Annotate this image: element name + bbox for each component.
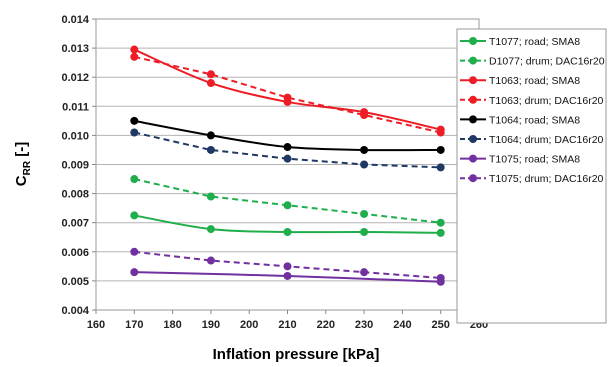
legend-marker (469, 174, 477, 183)
legend-marker (469, 115, 477, 124)
x-tick-label: 230 (355, 319, 373, 331)
x-tick-label: 220 (317, 319, 335, 331)
legend-label: T1064; road; SMA8 (489, 114, 580, 126)
data-point (206, 192, 215, 201)
data-point (360, 268, 369, 277)
data-point (130, 247, 139, 256)
series-2 (130, 175, 445, 227)
y-tick-label: 0.010 (61, 130, 89, 142)
series-5 (130, 116, 445, 154)
y-tick-label: 0.005 (61, 276, 89, 288)
legend-marker (469, 95, 477, 104)
data-point (436, 163, 445, 172)
data-point (130, 128, 139, 137)
series-line (134, 55, 441, 134)
data-point (206, 145, 215, 154)
legend-marker (469, 135, 477, 143)
y-axis-title: CRR [-] (13, 142, 33, 186)
series-4 (130, 52, 445, 137)
x-tick-label: 160 (87, 319, 105, 331)
data-point (360, 111, 369, 120)
legend-marker (469, 154, 477, 163)
data-point (360, 145, 369, 154)
x-tick-label: 180 (163, 319, 181, 331)
series-8 (130, 247, 445, 282)
legend-label: T1077; road; SMA8 (489, 36, 580, 48)
y-tick-label: 0.004 (61, 305, 89, 317)
series-lines (130, 45, 445, 286)
data-point (283, 154, 292, 163)
data-point (436, 145, 445, 154)
data-point (206, 225, 215, 234)
y-axis-ticks: 0.004 0.005 0.006 0.007 0.008 0.009 0.010 0.011… (61, 14, 96, 317)
x-axis-title: Inflation pressure [kPa] (213, 346, 380, 363)
legend-label: T1063; road; SMA8 (489, 75, 580, 87)
data-point (360, 209, 369, 218)
data-point (130, 52, 139, 61)
x-tick-label: 190 (202, 319, 220, 331)
data-point (436, 273, 445, 282)
y-tick-label: 0.006 (61, 247, 89, 259)
legend: T1077; road; SMA8 D1077; drum; DAC16r20 T1… (460, 36, 605, 185)
legend-label: T1075; road; SMA8 (489, 154, 580, 166)
legend-marker (469, 37, 477, 45)
legend-label: D1077; drum; DAC16r20 (489, 56, 605, 68)
data-point (130, 211, 139, 220)
data-point (283, 93, 292, 102)
legend-marker (469, 56, 477, 65)
x-tick-label: 170 (125, 319, 143, 331)
data-point (130, 45, 139, 54)
data-point (206, 70, 215, 79)
x-tick-label: 200 (240, 319, 258, 331)
data-point (130, 175, 139, 184)
data-point (130, 116, 139, 125)
data-point (360, 160, 369, 169)
legend-item: T1063; road; SMA8 (460, 75, 580, 87)
y-tick-label: 0.013 (61, 43, 89, 55)
legend-item: T1064; drum; DAC16r20 (460, 134, 604, 146)
series-1 (130, 211, 445, 237)
data-point (206, 131, 215, 140)
data-point (130, 268, 139, 277)
legend-item: T1075; road; SMA8 (460, 154, 580, 166)
data-point (283, 143, 292, 152)
legend-item: T1075; drum; DAC16r20 (460, 173, 604, 185)
x-tick-label: 210 (278, 319, 296, 331)
data-point (436, 218, 445, 227)
data-point (283, 228, 292, 237)
y-tick-label: 0.011 (62, 101, 89, 113)
data-point (206, 79, 215, 88)
x-tick-label: 240 (393, 319, 411, 331)
legend-item: T1063; drum; DAC16r20 (460, 95, 604, 107)
data-point (360, 228, 369, 237)
data-point (283, 262, 292, 271)
data-point (436, 128, 445, 137)
legend-label: T1075; drum; DAC16r20 (489, 173, 604, 185)
series-6 (130, 128, 445, 172)
legend-box (456, 28, 607, 324)
y-tick-label: 0.008 (61, 189, 89, 201)
gridlines (96, 47, 479, 282)
legend-item: D1077; drum; DAC16r20 (460, 56, 605, 68)
y-tick-label: 0.014 (61, 14, 89, 26)
data-point (436, 228, 445, 237)
x-tick-label: 250 (432, 319, 450, 331)
data-point (283, 201, 292, 210)
data-point (283, 271, 292, 280)
data-point (206, 256, 215, 265)
legend-label: T1064; drum; DAC16r20 (489, 134, 604, 146)
legend-label: T1063; drum; DAC16r20 (489, 95, 604, 107)
y-tick-label: 0.012 (61, 72, 89, 84)
legend-marker (469, 76, 477, 85)
legend-item: T1064; road; SMA8 (460, 114, 580, 126)
y-tick-label: 0.009 (61, 160, 89, 172)
legend-item: T1077; road; SMA8 (460, 36, 580, 48)
y-tick-label: 0.007 (61, 218, 89, 230)
